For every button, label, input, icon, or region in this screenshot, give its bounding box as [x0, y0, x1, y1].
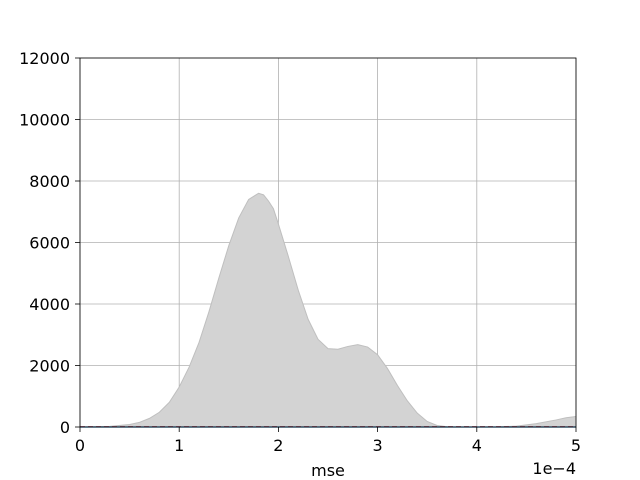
x-tick-label-3: 3 — [373, 436, 383, 455]
y-tick-label-0: 0 — [60, 418, 70, 437]
x-tick-label-4: 4 — [472, 436, 482, 455]
y-tick-label-2: 4000 — [29, 295, 70, 314]
series-area-0 — [80, 193, 576, 427]
y-tick-label-5: 10000 — [19, 111, 70, 130]
x-tick-label-2: 2 — [273, 436, 283, 455]
y-tick-label-1: 2000 — [29, 357, 70, 376]
ticks: 0 1 2 3 4 5 0 2000 4000 6000 8000 10000 12000 — [19, 49, 581, 455]
x-tick-label-1: 1 — [174, 436, 184, 455]
y-tick-label-4: 8000 — [29, 172, 70, 191]
x-tick-label-5: 5 — [571, 436, 581, 455]
x-axis-label: mse — [311, 461, 345, 480]
y-tick-label-3: 6000 — [29, 234, 70, 253]
x-offset-text: 1e−4 — [532, 459, 576, 478]
y-tick-label-6: 12000 — [19, 49, 70, 68]
series-layer — [79, 192, 577, 428]
x-tick-label-0: 0 — [75, 436, 85, 455]
